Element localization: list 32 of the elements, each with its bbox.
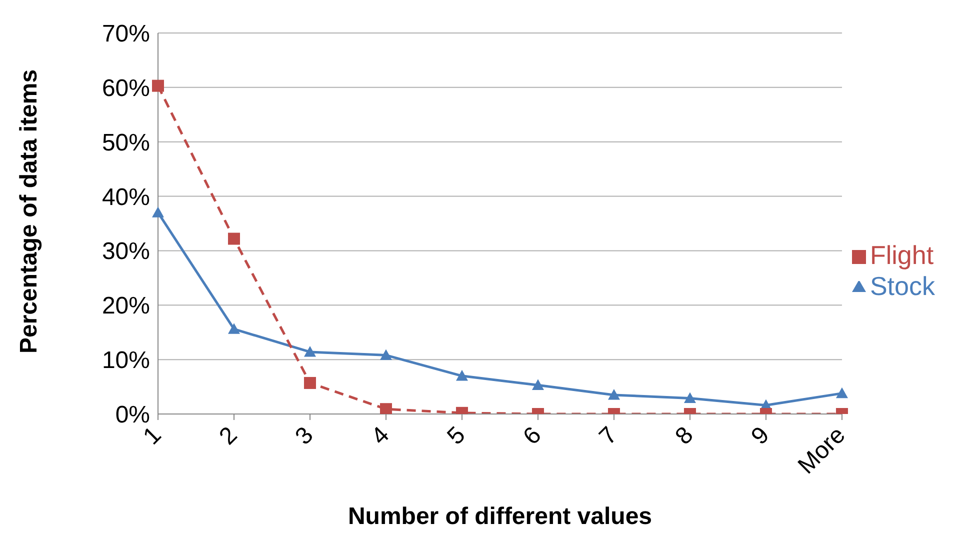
y-tick-label: 20% xyxy=(102,292,150,320)
point xyxy=(380,349,392,360)
x-tick-label: 6 xyxy=(518,422,547,450)
point xyxy=(228,323,240,334)
point xyxy=(836,387,848,398)
y-axis-title: Percentage of data items xyxy=(16,69,43,354)
x-axis-title: Number of different values xyxy=(348,503,652,530)
x-tick-label: 5 xyxy=(442,422,471,450)
point xyxy=(380,403,392,414)
point xyxy=(152,80,164,92)
x-tick-label: 9 xyxy=(746,422,775,450)
x-tick-label: 3 xyxy=(290,422,319,450)
y-tick-label: 10% xyxy=(102,347,150,374)
y-tick-label: 30% xyxy=(102,238,150,266)
y-tick-label: 70% xyxy=(102,20,150,48)
y-tick-label: 60% xyxy=(102,74,150,102)
legend-label: Stock xyxy=(870,271,935,301)
x-tick-label: 7 xyxy=(594,422,623,450)
point xyxy=(152,206,164,218)
x-tick-label: 4 xyxy=(366,422,395,450)
point xyxy=(608,388,620,400)
y-tick-label: 40% xyxy=(102,184,150,211)
x-tick-label: 8 xyxy=(670,422,699,450)
point xyxy=(228,232,240,245)
x-tick-label: 2 xyxy=(214,422,243,450)
point xyxy=(456,370,468,381)
point xyxy=(532,379,544,390)
y-tick-label: 50% xyxy=(102,129,150,156)
point xyxy=(304,376,316,389)
legend-label: Flight xyxy=(870,240,934,270)
point xyxy=(304,346,316,357)
point xyxy=(684,392,696,404)
